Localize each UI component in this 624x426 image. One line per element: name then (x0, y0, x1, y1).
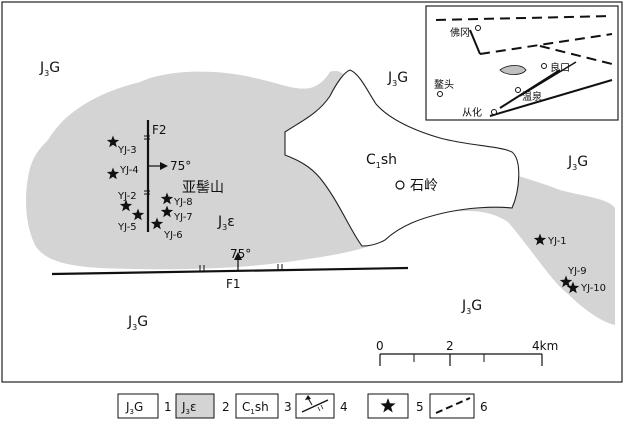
inset-label-liangkou: 良口 (550, 61, 570, 74)
legend-num-6: 6 (480, 400, 488, 414)
sample-label: YJ-4 (119, 165, 139, 176)
inset-map: 佛冈 良口 鳌头 温泉 从化 (425, 5, 619, 121)
unit-label-c1sh: C1sh (366, 152, 397, 170)
sample-label: YJ-7 (173, 212, 193, 223)
inset-fault-solid (519, 61, 577, 97)
sample-label: YJ-3 (117, 145, 137, 156)
c1sh-outline (284, 69, 520, 247)
inset-town-liangkou (541, 63, 547, 69)
unit-label-j3g: J3G (461, 298, 482, 316)
legend-star-icon (380, 398, 396, 413)
scale-label-0: 0 (376, 339, 384, 353)
inset-label-wenquan: 温泉 (522, 90, 542, 103)
sample-label: YJ-6 (163, 230, 183, 241)
inset-fault-dashed (435, 15, 613, 21)
unit-label-j3g: J3G (39, 60, 60, 78)
sample-label: YJ-10 (580, 283, 606, 294)
legend-swatch-c1sh (235, 393, 279, 419)
sample-label: YJ-1 (547, 236, 567, 247)
legend-fault-line (301, 399, 329, 413)
sample-star-icon (160, 205, 174, 218)
inset-label-foshan: 佛冈 (450, 26, 470, 39)
inset-fault-solid (489, 79, 613, 117)
dip-label-f1: 75° (230, 247, 251, 261)
sample-star-icon (160, 192, 174, 205)
scale-label-4km: 4km (532, 339, 558, 353)
legend-text-c1sh: C1sh (242, 400, 269, 416)
unit-label-j3g: J3G (127, 314, 148, 332)
legend-num-1: 1 (164, 400, 172, 414)
sample-label: YJ-8 (173, 197, 193, 208)
granite-body (25, 70, 615, 325)
legend-fault-tick (317, 406, 321, 412)
scale-bar: 0 2 4km (376, 339, 558, 366)
fault-f1-line (51, 266, 409, 276)
legend-num-3: 3 (284, 400, 292, 414)
dip-label-f2: 75° (170, 159, 191, 173)
legend-fault-arrowhead (305, 395, 311, 400)
inset-fault-dashed (539, 45, 613, 65)
sample-star-icon (559, 275, 573, 288)
legend-num-4: 4 (340, 400, 348, 414)
inset-frame (425, 5, 619, 121)
fault-label-f2: F2 (152, 123, 167, 137)
legend: J3G 1 J3ε 2 C1sh 3 4 5 6 (117, 393, 488, 419)
dip-arrowhead-f1 (234, 252, 242, 260)
legend-swatch-j3e (175, 393, 215, 419)
legend-dashed-line (435, 397, 471, 414)
star-icon (380, 398, 396, 413)
inset-town-wenquan (515, 87, 521, 93)
dip-arrowhead-f2 (160, 162, 168, 170)
sample-star-icon (106, 135, 120, 148)
sample-star-icon (119, 199, 133, 212)
legend-text-j3e: J3ε (181, 400, 197, 416)
scale-label-2: 2 (446, 339, 454, 353)
sample-star-icon (533, 233, 547, 246)
inset-town-conghua (491, 109, 497, 115)
place-label-yakeshan: 亚髻山 (182, 180, 224, 196)
sample-label: YJ-9 (567, 266, 587, 277)
legend-swatch-fault (295, 393, 335, 419)
sample-label: YJ-2 (117, 191, 137, 202)
fault-label-f1: F1 (226, 277, 241, 291)
legend-fault-tick (320, 404, 324, 410)
legend-num-5: 5 (416, 400, 424, 414)
unit-label-j3g: J3G (387, 70, 408, 88)
inset-fault-solid (499, 69, 561, 109)
inset-fault-solid (469, 29, 481, 55)
inset-label-conghua: 从化 (462, 106, 482, 119)
inset-town-foshan (475, 25, 481, 31)
sample-star-icon (150, 217, 164, 230)
inset-town-gangtou (437, 91, 443, 97)
legend-swatch-j3g (117, 393, 159, 419)
sample-star-icon (566, 281, 580, 294)
inset-label-gangtou: 鳌头 (434, 78, 454, 91)
sample-label: YJ-5 (117, 222, 137, 233)
inset-study-area (499, 65, 527, 75)
unit-label-j3e: J3ε (217, 214, 235, 232)
sample-star-icon (106, 167, 120, 180)
legend-text-j3g: J3G (125, 400, 143, 416)
sample-points: YJ-1 YJ-2 YJ-3 YJ-4 YJ-5 YJ-6 YJ-7 YJ-8 YJ-9 YJ-1… (106, 135, 606, 294)
town-marker-shiling (395, 180, 405, 190)
place-label-shiling: 石岭 (410, 178, 438, 194)
legend-num-2: 2 (222, 400, 230, 414)
unit-label-j3g: J3G (567, 154, 588, 172)
inset-fault-dashed (479, 33, 613, 55)
sample-star-icon (131, 208, 145, 221)
